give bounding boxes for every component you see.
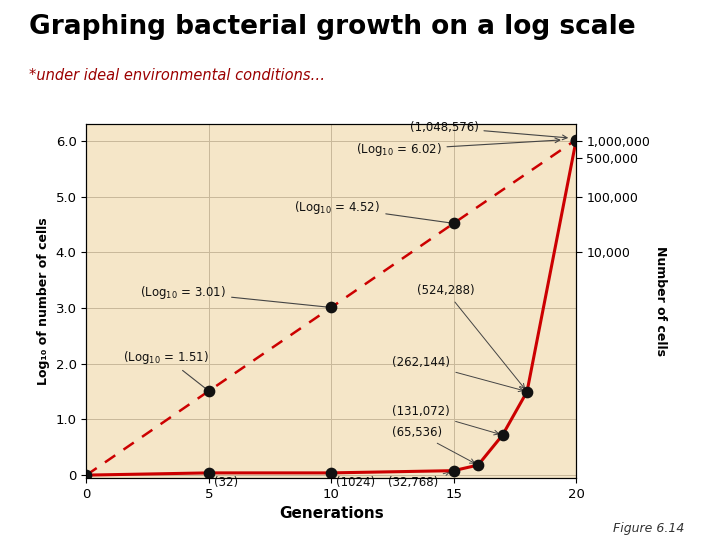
Point xyxy=(448,219,459,228)
Text: *under ideal environmental conditions…: *under ideal environmental conditions… xyxy=(29,68,325,83)
Point xyxy=(81,471,92,480)
Text: (524,288): (524,288) xyxy=(417,284,525,389)
Point xyxy=(448,467,459,475)
Point xyxy=(497,431,508,440)
X-axis label: Generations: Generations xyxy=(279,506,384,521)
Text: (32): (32) xyxy=(214,476,238,489)
Text: (32,768): (32,768) xyxy=(387,471,450,489)
Point xyxy=(570,136,582,144)
Point xyxy=(472,461,484,469)
Y-axis label: Number of cells: Number of cells xyxy=(654,246,667,356)
Text: Graphing bacterial growth on a log scale: Graphing bacterial growth on a log scale xyxy=(29,14,636,39)
Text: Figure 6.14: Figure 6.14 xyxy=(613,522,684,535)
Y-axis label: Log₁₀ of number of cells: Log₁₀ of number of cells xyxy=(37,217,50,385)
Point xyxy=(570,137,582,145)
Text: (Log$_{10}$ = 3.01): (Log$_{10}$ = 3.01) xyxy=(140,284,328,307)
Text: (Log$_{10}$ = 1.51): (Log$_{10}$ = 1.51) xyxy=(123,349,209,389)
Point xyxy=(325,469,337,477)
Text: (Log$_{10}$ = 4.52): (Log$_{10}$ = 4.52) xyxy=(294,199,451,223)
Text: (65,536): (65,536) xyxy=(392,426,474,463)
Text: (131,072): (131,072) xyxy=(392,405,499,435)
Point xyxy=(203,469,215,477)
Text: (1,048,576): (1,048,576) xyxy=(410,121,567,140)
Point xyxy=(203,387,215,395)
Text: (Log$_{10}$ = 6.02): (Log$_{10}$ = 6.02) xyxy=(356,138,559,158)
Text: (1024): (1024) xyxy=(336,476,375,489)
Point xyxy=(325,303,337,312)
Text: (262,144): (262,144) xyxy=(392,356,523,392)
Point xyxy=(521,387,533,396)
